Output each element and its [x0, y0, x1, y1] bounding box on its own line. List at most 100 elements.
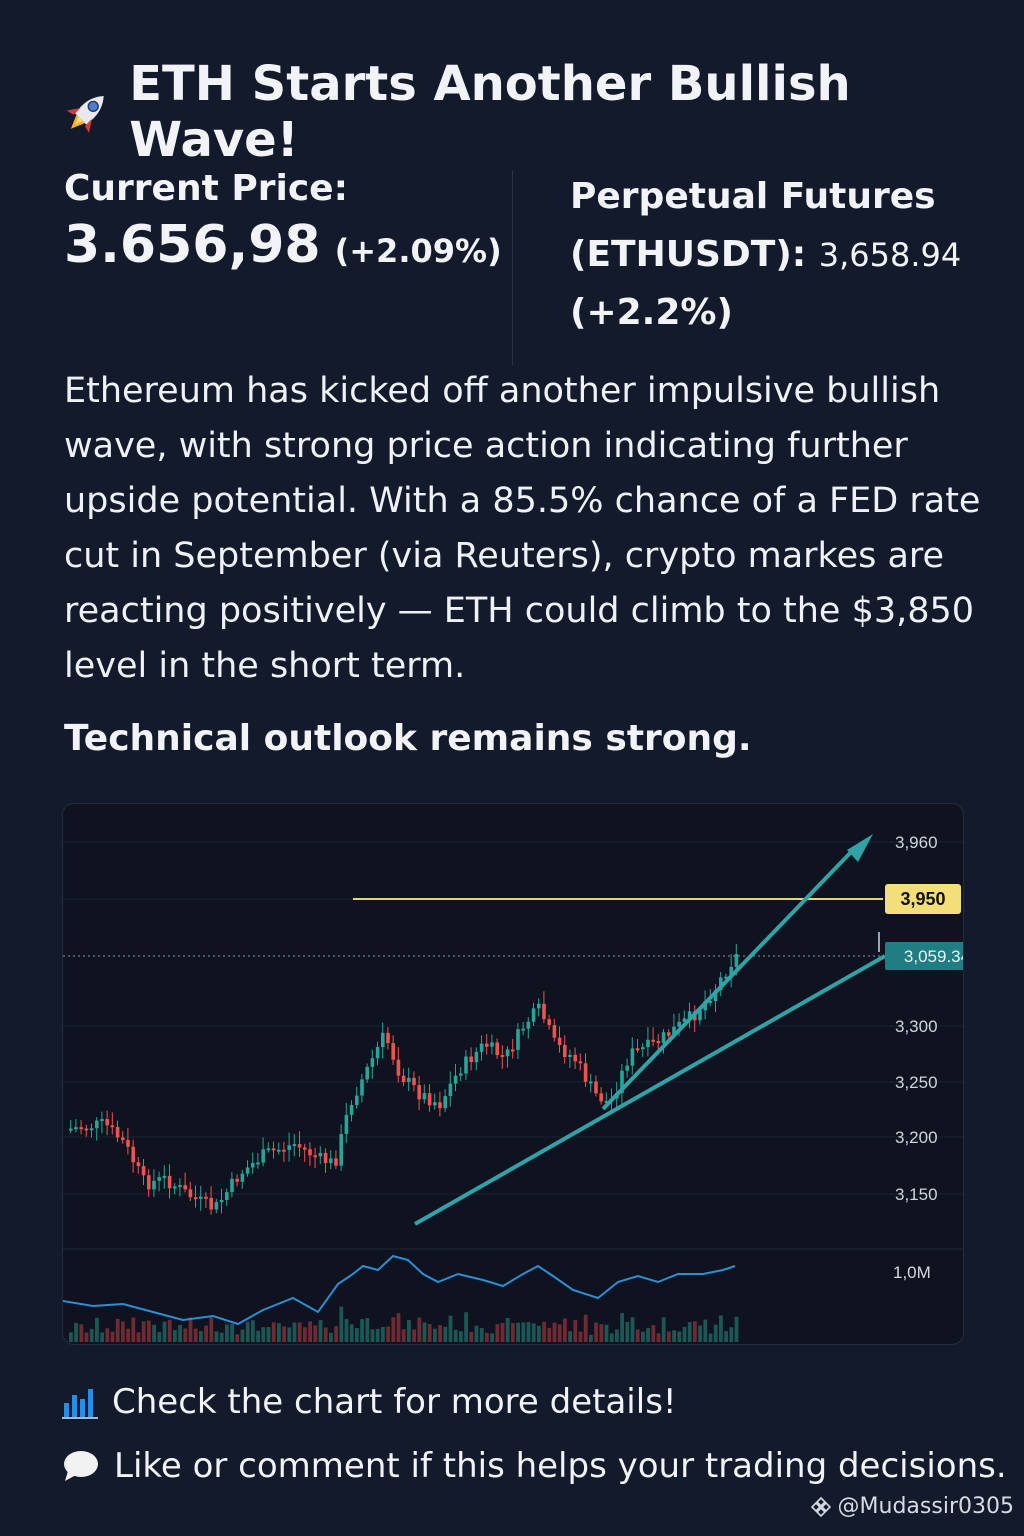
volume-bar: [334, 1326, 338, 1342]
candle-bear: [323, 1152, 328, 1164]
candle-bear: [599, 1093, 603, 1102]
volume-bar: [531, 1323, 536, 1342]
candle-bear: [651, 1039, 655, 1042]
candle-bull: [433, 1102, 437, 1106]
volume-bar: [84, 1332, 89, 1342]
candle-bull: [173, 1186, 177, 1189]
volume-bar: [407, 1319, 411, 1342]
candle-bear: [131, 1146, 135, 1163]
y-tick-label: 3,300: [895, 1017, 938, 1036]
volume-bar: [479, 1328, 484, 1342]
candle-bull: [245, 1167, 250, 1174]
volume-bar: [271, 1322, 276, 1342]
candle-bull: [453, 1075, 458, 1084]
bar-chart-icon: [62, 1389, 98, 1419]
candle-bear: [167, 1175, 172, 1189]
volume-bar: [521, 1322, 526, 1342]
volume-bar: [594, 1322, 598, 1342]
volume-bar: [719, 1315, 723, 1342]
volume-bar: [516, 1322, 520, 1342]
candle-bull: [344, 1114, 349, 1134]
volume-bar: [724, 1331, 728, 1342]
volume-bar: [199, 1331, 203, 1342]
candle-bear: [635, 1048, 640, 1051]
volume-bar: [557, 1324, 562, 1342]
volume-bar: [635, 1329, 640, 1342]
volume-bar: [401, 1329, 406, 1342]
volume-bar: [625, 1321, 630, 1342]
candle-bull: [625, 1065, 629, 1071]
candle-bull: [251, 1162, 255, 1168]
volume-bar: [370, 1329, 375, 1342]
candle-bear: [469, 1056, 473, 1063]
candle-bull: [261, 1149, 265, 1163]
candle-bear: [495, 1042, 499, 1055]
candle-bull: [682, 1018, 687, 1022]
volume-bar: [578, 1331, 583, 1342]
candle-bear: [500, 1054, 505, 1057]
footer-line-1-text: Check the chart for more details!: [112, 1382, 677, 1422]
volume-bar: [261, 1327, 266, 1342]
volume-bar: [474, 1325, 479, 1342]
volume-bar: [193, 1328, 198, 1342]
candle-bull: [677, 1021, 681, 1027]
volume-bar: [495, 1324, 500, 1342]
candle-bull: [329, 1158, 333, 1164]
candle-bull: [521, 1028, 525, 1031]
volume-bar: [563, 1318, 567, 1342]
candle-bull: [100, 1119, 104, 1122]
volume-bar: [677, 1331, 682, 1342]
candle-bear: [552, 1025, 557, 1038]
candle-bull: [381, 1032, 385, 1048]
candle-bull: [266, 1148, 271, 1151]
candle-bull: [287, 1145, 291, 1150]
candle-bull: [724, 976, 728, 979]
volume-bar: [703, 1319, 708, 1342]
candle-bull: [89, 1128, 94, 1131]
volume-bar: [672, 1330, 676, 1342]
volume-bar: [427, 1323, 432, 1342]
current-price-label: Current Price:: [64, 168, 348, 209]
volume-bar: [438, 1325, 442, 1342]
candle-bull: [719, 977, 723, 991]
volume-bar: [469, 1331, 474, 1342]
volume-bar: [365, 1318, 370, 1342]
volume-bar: [105, 1328, 110, 1342]
candle-bull: [687, 1011, 692, 1019]
candle-bull: [448, 1083, 453, 1097]
volume-bar: [713, 1324, 718, 1342]
price-tag-bg: [885, 942, 963, 970]
candle-bull: [672, 1026, 676, 1036]
candle-bear: [396, 1059, 401, 1076]
candle-bear: [583, 1063, 588, 1082]
volume-bar: [110, 1331, 115, 1342]
volume-bar: [115, 1318, 120, 1342]
candle-bull: [646, 1039, 650, 1048]
title-text: ETH Starts Another Bullish Wave!: [129, 56, 851, 168]
candle-bull: [474, 1051, 479, 1063]
volume-bar: [661, 1317, 666, 1342]
candle-bull: [225, 1192, 229, 1200]
volume-bar: [656, 1333, 661, 1342]
candle-bull: [95, 1120, 99, 1129]
volume-bar: [500, 1322, 505, 1342]
candle-bear: [204, 1196, 208, 1199]
volume-bar: [505, 1317, 510, 1342]
chart-svg: 3,960 3,300 3,250 3,200 3,150 3,950 3,059.34…: [63, 833, 963, 1342]
candle-bull: [661, 1032, 666, 1044]
candle-bear: [136, 1162, 141, 1167]
candle-bear: [511, 1049, 515, 1052]
price-tag: 3,059.34: [904, 947, 963, 966]
futures-block: Perpetual Futures (ETHUSDT): 3,658.94 (+…: [570, 168, 1010, 342]
current-price-block: Current Price: 3.656,98 (+2.09%): [64, 168, 502, 275]
candle-bear: [110, 1125, 115, 1128]
volume-bar: [511, 1322, 515, 1342]
candle-bear: [391, 1043, 395, 1060]
volume-bar: [599, 1324, 604, 1342]
candle-bear: [573, 1054, 577, 1062]
volume-bar: [240, 1329, 245, 1342]
volume-bar: [287, 1327, 292, 1342]
volume-bar: [266, 1327, 271, 1342]
volume-bar: [100, 1332, 104, 1342]
y-axis-ticks: 3,960 3,300 3,250 3,200 3,150: [895, 833, 938, 1204]
